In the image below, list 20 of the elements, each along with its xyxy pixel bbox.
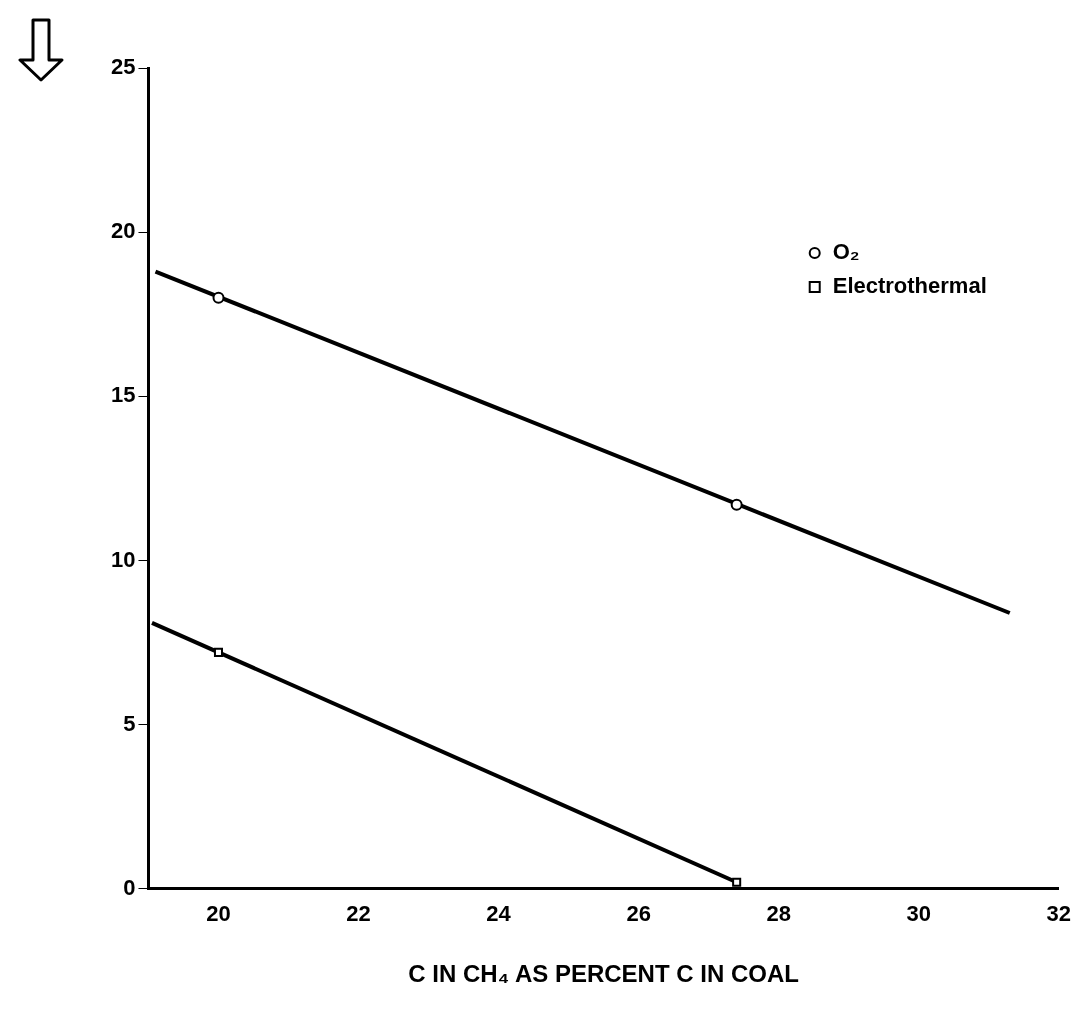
x-axis-title: C IN CH₄ AS PERCENT C IN COAL [408, 960, 799, 988]
x-tick-label: 22 [346, 901, 371, 927]
y-tick-label: 10 [110, 546, 136, 572]
y-tick-label: 25 [110, 54, 136, 80]
x-tick-label: 26 [626, 901, 651, 927]
point [212, 291, 225, 304]
y-tick-label: 5 [123, 710, 136, 736]
point [732, 877, 742, 887]
point [213, 647, 224, 657]
x-tick-label: 20 [206, 901, 231, 927]
point [730, 498, 743, 511]
y-tick-label: 15 [110, 382, 136, 408]
y-tick-label: 0 [123, 874, 136, 900]
x-tick-label: 24 [486, 901, 512, 927]
x-tick-label: 30 [906, 901, 931, 927]
x-tick-label: 32 [1046, 901, 1072, 927]
y-tick-label: 20 [110, 218, 136, 244]
legend-label: Electrothermal [832, 273, 987, 299]
x-tick-label: 28 [766, 901, 791, 927]
legend-label: O₂ [832, 239, 860, 265]
